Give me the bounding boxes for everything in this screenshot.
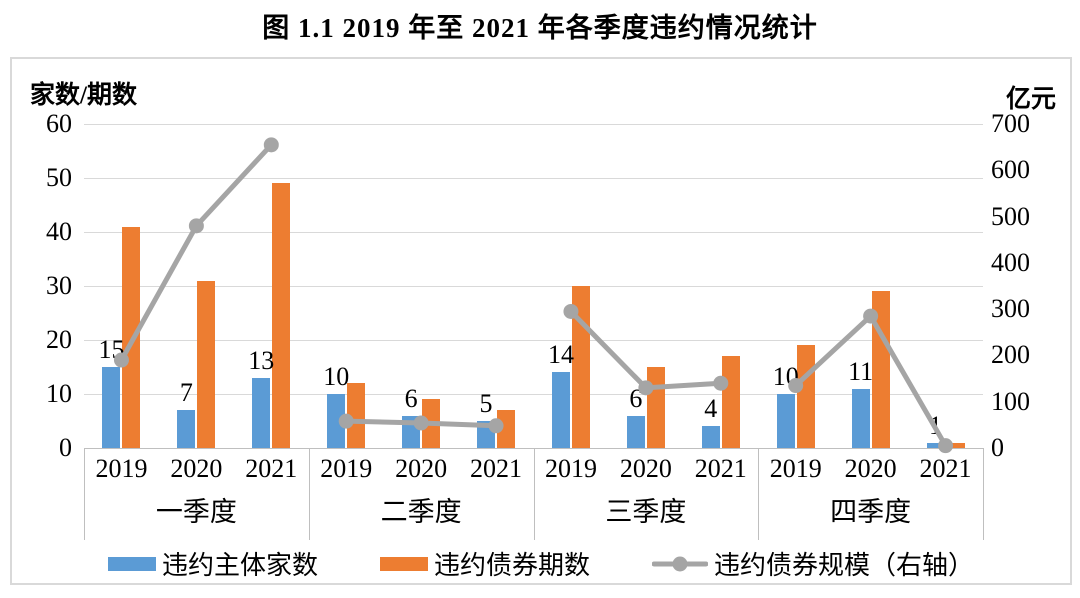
bar-data-label: 6: [629, 383, 643, 413]
right-axis-title: 亿元: [1005, 86, 1056, 113]
category-quarter-label: 四季度: [830, 497, 912, 527]
legend: 违约主体家数 违约债券期数 违约债券规模（右轴）: [12, 545, 1070, 582]
left-axis-tick: 20: [46, 325, 72, 354]
category-year-label: 2019: [320, 454, 373, 483]
left-axis-tick: 10: [46, 379, 72, 408]
bar-defaulted-issuer-count: [402, 415, 421, 448]
category-year-label: 2019: [769, 454, 822, 483]
category-year-label: 2020: [170, 454, 223, 483]
legend-label: 违约债券期数: [433, 551, 590, 580]
category-axis-divider: [983, 448, 984, 540]
bar-data-label: 10: [772, 362, 799, 391]
legend-item: 违约主体家数: [107, 545, 318, 582]
left-axis-tick: 30: [46, 271, 72, 300]
bar-data-label: 1: [929, 410, 943, 440]
category-year-label: 2019: [544, 454, 597, 483]
bar-defaulted-issuer-count: [252, 377, 271, 448]
bar-defaulted-bond-count: [197, 280, 216, 448]
category-quarter-label: 一季度: [155, 497, 237, 527]
line-segment: [568, 308, 724, 391]
gridline: [84, 178, 983, 179]
legend-label: 违约主体家数: [161, 551, 318, 580]
category-axis-divider: [758, 448, 760, 540]
line-segment: [343, 418, 499, 429]
bar-data-label: 14: [547, 340, 574, 370]
right-axis-tick: 100: [991, 386, 1030, 416]
bar-data-label: 11: [848, 356, 874, 386]
right-axis-tick: 600: [991, 155, 1030, 185]
line-point-marker: [263, 137, 279, 153]
bar-data-label: 4: [704, 394, 718, 424]
bar-defaulted-issuer-count: [701, 426, 720, 448]
bar-defaulted-issuer-count: [851, 388, 870, 448]
category-year-label: 2021: [919, 454, 972, 483]
bar-defaulted-bond-count: [347, 383, 366, 448]
bar-defaulted-issuer-count: [626, 415, 645, 448]
right-axis-tick: 700: [991, 109, 1030, 138]
chart-container: 家数/期数 亿元 违约主体家数 违约债券期数 违约债券规模（右轴） 0 10 20 30 4…: [10, 57, 1072, 585]
category-year-label: 2019: [95, 454, 148, 483]
left-axis-tick: 50: [46, 163, 72, 192]
category-axis-divider: [308, 448, 310, 540]
bar-defaulted-issuer-count: [177, 410, 196, 448]
bar-data-label: 6: [404, 383, 418, 413]
legend-item: 违约债券规模（右轴）: [652, 545, 974, 582]
category-year-label: 2020: [619, 454, 672, 483]
left-axis-title: 家数/期数: [30, 82, 137, 109]
legend-line-marker: [652, 556, 708, 571]
bar-data-label: 10: [323, 362, 350, 391]
legend-item: 违约债券期数: [379, 545, 590, 582]
bar-data-label: 7: [179, 378, 193, 408]
gridline: [84, 124, 983, 125]
bar-defaulted-issuer-count: [776, 394, 795, 448]
category-axis-divider: [84, 448, 85, 540]
right-axis-tick: 400: [991, 247, 1030, 277]
legend-orange-bar-swatch: [379, 556, 428, 571]
gridline: [84, 232, 983, 233]
bar-data-label: 5: [479, 389, 493, 418]
left-axis-tick: 60: [46, 109, 72, 138]
category-year-label: 2020: [395, 454, 448, 483]
right-axis-tick: 500: [991, 201, 1030, 231]
gridline: [84, 286, 983, 287]
bar-defaulted-issuer-count: [102, 367, 121, 448]
chart-title: 图 1.1 2019 年至 2021 年各季度违约情况统计: [262, 13, 818, 43]
bar-defaulted-bond-count: [946, 442, 965, 448]
category-quarter-label: 三季度: [605, 497, 687, 527]
bar-defaulted-issuer-count: [926, 442, 945, 448]
right-axis-tick: 300: [991, 294, 1030, 324]
bar-data-label: 13: [248, 345, 275, 375]
bar-defaulted-issuer-count: [327, 394, 346, 448]
bar-defaulted-bond-count: [796, 345, 815, 448]
left-axis-tick: 40: [46, 217, 72, 246]
bar-defaulted-issuer-count: [551, 372, 570, 448]
category-quarter-label: 二季度: [380, 497, 462, 527]
legend-label: 违约债券规模（右轴）: [714, 551, 975, 580]
right-axis-tick: 200: [991, 340, 1030, 370]
category-year-label: 2021: [694, 454, 747, 483]
gridline: [84, 394, 983, 395]
legend-blue-bar-swatch: [107, 556, 156, 571]
category-year-label: 2021: [470, 454, 523, 483]
bar-defaulted-issuer-count: [477, 421, 496, 448]
gridline: [84, 340, 983, 341]
category-year-label: 2021: [245, 454, 298, 483]
right-axis-tick: 0: [991, 433, 1004, 462]
left-axis-tick: 0: [59, 433, 72, 462]
bar-defaulted-bond-count: [272, 183, 291, 448]
category-year-label: 2020: [844, 454, 897, 483]
bar-data-label: 15: [98, 335, 125, 364]
category-axis-divider: [533, 448, 535, 540]
